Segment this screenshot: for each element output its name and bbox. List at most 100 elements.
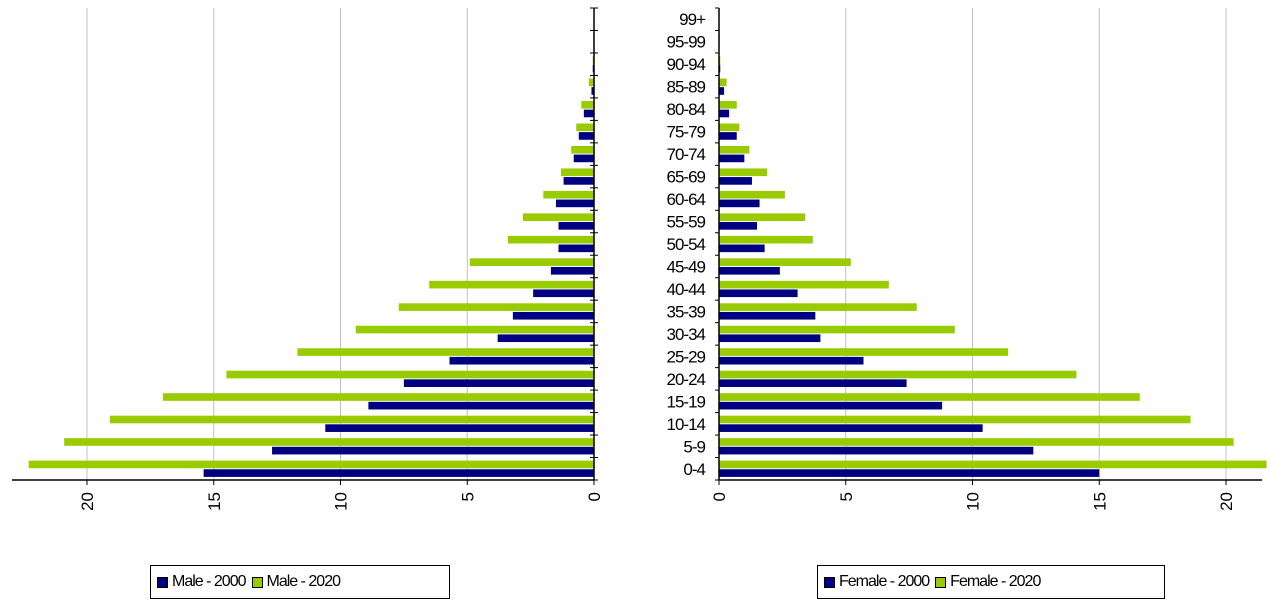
male-bar-2000-60-64 xyxy=(555,199,594,208)
female-bar-2020-75-79 xyxy=(719,123,740,132)
male-bar-2020-10-14 xyxy=(109,415,594,424)
male-bar-2020-50-54 xyxy=(507,235,594,244)
male-bar-2020-35-39 xyxy=(398,303,594,311)
male-bar-2020-55-59 xyxy=(523,213,594,222)
age-group-label-50-54: 50-54 xyxy=(667,235,706,254)
age-group-label-35-39: 35-39 xyxy=(667,302,706,321)
age-group-label-99+: 99+ xyxy=(679,10,706,29)
age-group-label-75-79: 75-79 xyxy=(667,123,706,142)
male-bar-2020-60-64 xyxy=(543,190,594,199)
legend-label-female-2020: Female - 2020 xyxy=(950,573,1041,590)
male-bar-2020-85-89 xyxy=(588,78,594,87)
male-bar-2020-40-44 xyxy=(429,280,594,289)
female-bar-2000-85-89 xyxy=(719,87,725,95)
male-bar-2000-70-74 xyxy=(573,154,594,163)
female-bar-2020-55-59 xyxy=(719,213,806,222)
male-bar-2020-45-49 xyxy=(469,258,594,266)
age-group-label-20-24: 20-24 xyxy=(667,370,706,389)
age-group-label-80-84: 80-84 xyxy=(667,100,706,119)
male-x-tick-label-10: 10 xyxy=(332,492,351,511)
legend-label-male-2000: Male - 2000 xyxy=(172,573,246,590)
legend-item-male-2020: Male - 2020 xyxy=(251,573,341,591)
male-x-tick-label-5: 5 xyxy=(458,492,477,501)
female-bar-2000-10-14 xyxy=(719,424,983,432)
female-bar-2000-50-54 xyxy=(719,244,765,253)
female-x-tick-label-5: 5 xyxy=(837,492,856,501)
male-x-tick-label-0: 0 xyxy=(585,492,604,501)
age-group-label-90-94: 90-94 xyxy=(667,55,706,74)
female-bar-2020-70-74 xyxy=(719,145,750,154)
legend-item-male-2000: Male - 2000 xyxy=(157,573,246,591)
male-bar-2000-5-9 xyxy=(272,446,594,455)
age-group-label-30-34: 30-34 xyxy=(667,325,706,344)
female-bar-2020-50-54 xyxy=(719,235,813,244)
female-bar-2020-30-34 xyxy=(719,325,955,334)
male-bar-2020-20-24 xyxy=(226,370,595,379)
female-bar-2000-75-79 xyxy=(719,132,737,140)
age-group-label-15-19: 15-19 xyxy=(667,392,706,411)
female-bar-2020-45-49 xyxy=(719,258,851,266)
female-bar-2000-20-24 xyxy=(719,379,907,387)
female-bar-2020-85-89 xyxy=(719,78,727,87)
male-bar-2020-30-34 xyxy=(355,325,594,334)
male-bar-2000-65-69 xyxy=(563,177,594,185)
age-group-label-40-44: 40-44 xyxy=(667,280,706,299)
male-bar-2000-80-84 xyxy=(583,109,594,118)
female-bar-2000-65-69 xyxy=(719,177,752,185)
female-bar-2020-10-14 xyxy=(719,415,1191,424)
female-x-tick-label-0: 0 xyxy=(710,492,729,501)
age-group-label-85-89: 85-89 xyxy=(667,78,706,97)
female-bar-2000-30-34 xyxy=(719,334,821,343)
female-bar-2020-65-69 xyxy=(719,168,768,177)
legend-swatch-female-2020 xyxy=(935,576,947,588)
female-bar-2000-5-9 xyxy=(719,446,1034,455)
male-bar-2000-10-14 xyxy=(325,424,594,432)
female-bar-2000-35-39 xyxy=(719,311,816,320)
legend-item-female-2020: Female - 2020 xyxy=(935,573,1041,591)
male-bar-2020-75-79 xyxy=(576,123,594,132)
male-bar-2000-15-19 xyxy=(368,401,594,410)
male-bar-2000-40-44 xyxy=(533,289,594,298)
age-group-label-55-59: 55-59 xyxy=(667,213,706,232)
male-bar-2000-75-79 xyxy=(578,132,594,140)
female-bar-2000-45-49 xyxy=(719,266,780,275)
male-bar-2020-5-9 xyxy=(64,438,594,446)
age-group-label-5-9: 5-9 xyxy=(683,437,705,456)
female-bar-2000-40-44 xyxy=(719,289,798,298)
age-group-label-0-4: 0-4 xyxy=(683,460,705,479)
age-group-label-25-29: 25-29 xyxy=(667,347,706,366)
female-bar-2000-15-19 xyxy=(719,401,943,410)
legend-swatch-male-2020 xyxy=(251,576,263,588)
male-bar-2000-35-39 xyxy=(512,311,594,320)
age-group-label-60-64: 60-64 xyxy=(667,190,706,209)
male-bar-2020-70-74 xyxy=(571,145,594,154)
female-bar-2020-40-44 xyxy=(719,280,889,289)
male-bar-2020-25-29 xyxy=(297,348,594,356)
age-group-label-95-99: 95-99 xyxy=(667,33,706,52)
male-bar-2000-50-54 xyxy=(558,244,594,253)
legend-label-female-2000: Female - 2000 xyxy=(839,573,930,590)
female-x-tick-label-15: 15 xyxy=(1090,492,1109,511)
age-group-label-70-74: 70-74 xyxy=(667,145,706,164)
female-bar-2000-70-74 xyxy=(719,154,745,163)
male-bar-2020-0-4 xyxy=(28,460,594,469)
male-x-tick-label-20: 20 xyxy=(78,492,97,511)
female-x-tick-label-10: 10 xyxy=(964,492,983,511)
female-bar-2020-35-39 xyxy=(719,303,917,311)
age-group-label-45-49: 45-49 xyxy=(667,257,706,276)
female-bar-2000-25-29 xyxy=(719,356,864,365)
male-bar-2000-55-59 xyxy=(558,222,594,230)
female-bar-2000-0-4 xyxy=(719,469,1100,477)
age-group-label-10-14: 10-14 xyxy=(667,415,706,434)
female-legend: Female - 2000 Female - 2020 xyxy=(817,565,1165,599)
legend-swatch-male-2000 xyxy=(157,576,168,588)
male-bar-2020-15-19 xyxy=(163,393,595,401)
legend-label-male-2020: Male - 2020 xyxy=(266,573,341,590)
female-bar-2020-20-24 xyxy=(719,370,1077,379)
male-bar-2000-45-49 xyxy=(550,266,594,275)
male-bar-2000-85-89 xyxy=(591,87,594,95)
female-bar-2020-0-4 xyxy=(719,460,1267,469)
female-bar-2000-80-84 xyxy=(719,109,730,118)
